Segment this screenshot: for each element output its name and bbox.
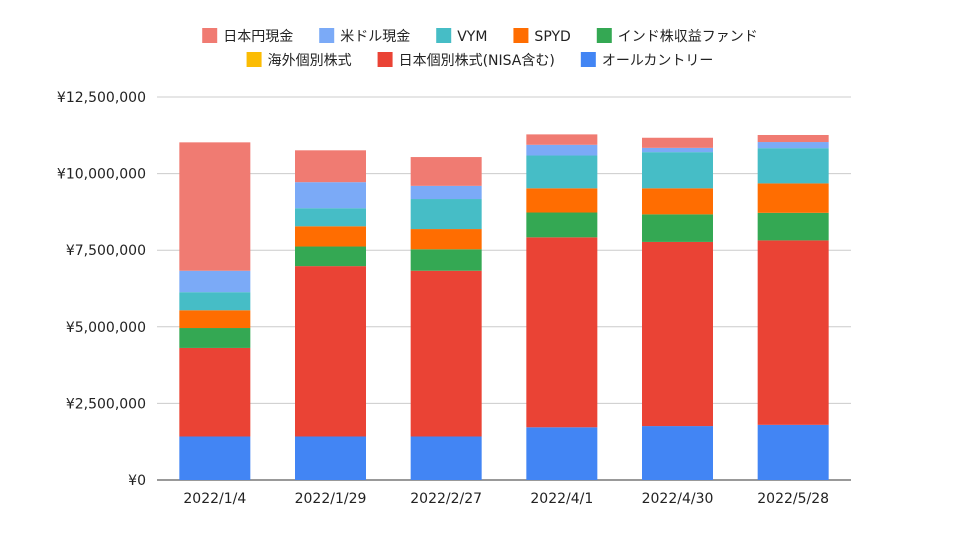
legend-item: 日本円現金 — [202, 28, 293, 45]
bar-segment — [410, 270, 482, 437]
legend-item: インド株収益ファンド — [596, 28, 758, 45]
bar-segment — [757, 148, 829, 184]
bar-segment — [410, 229, 482, 250]
legend-swatch — [246, 52, 262, 67]
bar-segment — [526, 212, 598, 238]
legend-label: インド株収益ファンド — [618, 29, 758, 45]
bar-segment — [526, 134, 598, 145]
bar-segment — [410, 199, 482, 230]
bar-segment — [642, 147, 713, 153]
legend-swatch — [580, 52, 596, 67]
bar-segment — [526, 427, 598, 480]
legend-row: 日本円現金 米ドル現金 VYM SPYD インド株収益ファンド — [202, 28, 758, 45]
bar-segment — [295, 182, 366, 209]
bar-segment — [526, 237, 598, 428]
x-tick-label: 2022/4/1 — [530, 491, 593, 507]
bar-segment — [642, 188, 713, 215]
x-tick-label: 2022/5/28 — [757, 491, 829, 507]
bar-segment — [295, 226, 366, 247]
legend-swatch — [513, 28, 529, 43]
bar-segment — [642, 426, 713, 480]
bar-segment — [179, 328, 251, 348]
x-tick-label: 2022/1/4 — [183, 491, 246, 507]
legend-swatch — [202, 28, 218, 43]
x-axis: 2022/1/4 2022/1/29 2022/2/27 2022/4/1 2022/4… — [183, 491, 829, 507]
bar-segment — [179, 347, 251, 437]
bar-segment — [526, 144, 598, 156]
legend-label: SPYD — [534, 29, 570, 45]
y-tick-label: ¥2,500,000 — [66, 396, 146, 412]
bar-segment — [410, 249, 482, 271]
bar-segment — [295, 436, 366, 480]
bar-segment — [410, 436, 482, 480]
bar-segment — [295, 150, 366, 183]
y-tick-label: ¥7,500,000 — [66, 243, 146, 259]
bar-segment — [295, 246, 366, 267]
bar-segment — [757, 183, 829, 213]
bar-segment — [410, 185, 482, 200]
y-axis: ¥0 ¥2,500,000 ¥5,000,000 ¥7,500,000 ¥10,000,… — [57, 90, 146, 489]
legend-item: 米ドル現金 — [319, 28, 410, 45]
bar-segment — [179, 292, 251, 311]
bar-segment — [179, 270, 251, 293]
bars — [179, 134, 829, 480]
y-tick-label: ¥10,000,000 — [57, 167, 146, 183]
legend-item: オールカントリー — [580, 52, 714, 69]
bar-segment — [642, 214, 713, 242]
legend-label: オールカントリー — [602, 53, 714, 69]
bar-segment — [179, 310, 251, 329]
bar-segment — [642, 152, 713, 189]
legend-swatch — [319, 28, 335, 43]
legend-item: 海外個別株式 — [246, 52, 352, 69]
bar-segment — [757, 240, 829, 425]
legend-label: 日本円現金 — [223, 29, 293, 45]
legend-label: 海外個別株式 — [268, 53, 352, 69]
x-tick-label: 2022/4/30 — [642, 491, 714, 507]
legend-label: 米ドル現金 — [340, 29, 410, 45]
legend-label: VYM — [457, 29, 487, 45]
bar-segment — [526, 155, 598, 189]
legend-item: SPYD — [513, 28, 571, 45]
bar-segment — [757, 212, 829, 241]
y-tick-label: ¥0 — [128, 473, 146, 489]
y-tick-label: ¥12,500,000 — [57, 90, 146, 106]
bar-segment — [526, 188, 598, 213]
bar-segment — [295, 208, 366, 227]
bar-segment — [179, 436, 251, 480]
gridlines — [157, 96, 851, 481]
y-tick-label: ¥5,000,000 — [66, 320, 146, 336]
legend-swatch — [436, 28, 452, 43]
bar-segment — [757, 134, 829, 143]
legend-row: 海外個別株式 日本個別株式(NISA含む) オールカントリー — [246, 52, 714, 69]
bar-segment — [757, 424, 829, 480]
legend-swatch — [596, 28, 612, 43]
bar-segment — [295, 266, 366, 437]
bar-segment — [642, 137, 713, 148]
bar-segment — [410, 157, 482, 186]
bar-segment — [757, 142, 829, 149]
legend-item: VYM — [436, 28, 487, 45]
x-tick-label: 2022/2/27 — [410, 491, 482, 507]
legend-item: 日本個別株式(NISA含む) — [377, 52, 555, 69]
bar-segment — [642, 241, 713, 427]
x-tick-label: 2022/1/29 — [295, 491, 367, 507]
legend-label: 日本個別株式(NISA含む) — [399, 53, 555, 69]
bar-segment — [179, 142, 251, 271]
legend-swatch — [377, 52, 393, 67]
